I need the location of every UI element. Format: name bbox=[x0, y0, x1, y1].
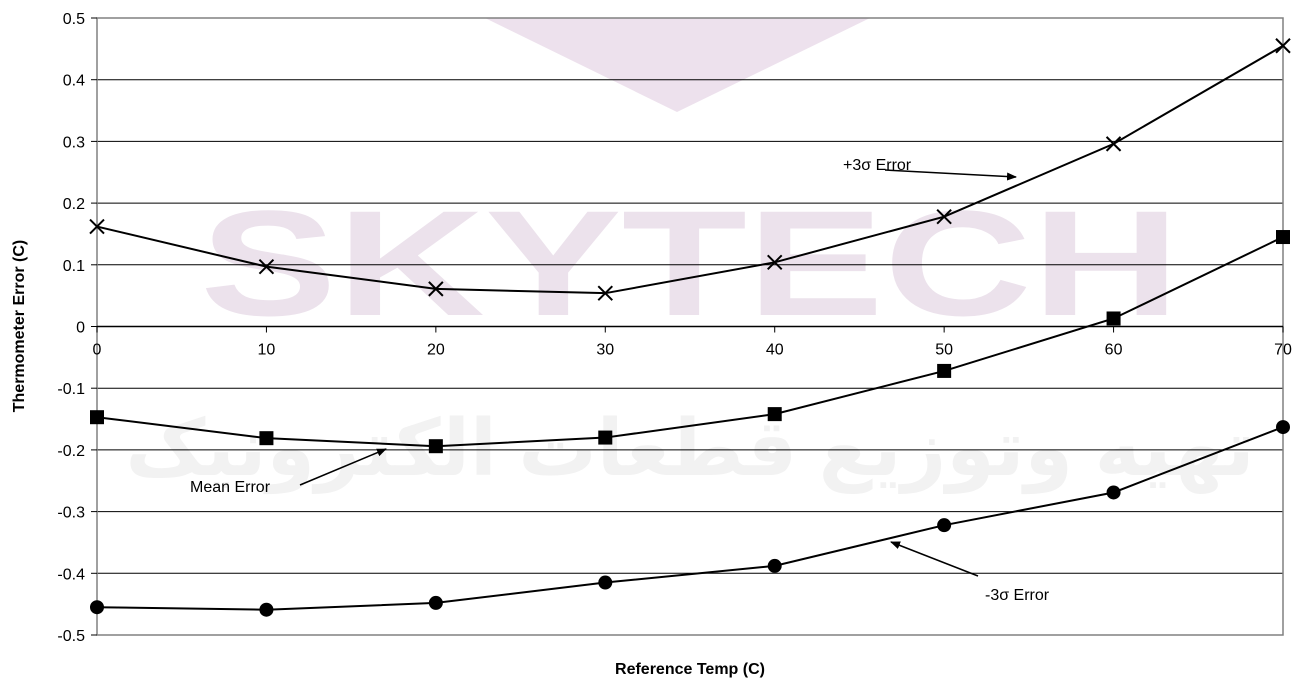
watermark-subtext: تهیه وتوزیع قطعات الکترونیک bbox=[125, 404, 1254, 494]
data-point bbox=[1275, 38, 1291, 54]
y-tick-label: 0.3 bbox=[63, 134, 85, 151]
data-point bbox=[1106, 311, 1121, 326]
data-point bbox=[1276, 230, 1290, 245]
series-plus-3-sigma bbox=[89, 38, 1291, 301]
x-tick-label: 0 bbox=[93, 342, 102, 359]
x-tick-label: 60 bbox=[1105, 342, 1123, 359]
x-tick-label: 70 bbox=[1274, 342, 1292, 359]
data-point bbox=[598, 430, 613, 445]
y-tick-label: -0.1 bbox=[57, 381, 85, 398]
data-point bbox=[259, 602, 274, 617]
watermark-logo-text: SKYTECH bbox=[200, 179, 1180, 347]
series-line bbox=[96, 236, 1284, 448]
y-tick-label: -0.2 bbox=[57, 443, 85, 460]
y-tick-label: -0.3 bbox=[57, 505, 85, 522]
annotation-plus-3-sigma-arrow bbox=[884, 169, 1017, 181]
x-axis-ticks: 0 10 20 30 40 50 60 70 bbox=[93, 326, 1292, 359]
y-tick-label: -0.4 bbox=[57, 566, 85, 583]
data-point bbox=[937, 518, 952, 533]
y-axis-ticks: 0.5 0.4 0.3 0.2 0.1 0 -0.1 -0.2 -0.3 -0.4 -0.5 bbox=[57, 11, 97, 645]
data-point bbox=[90, 410, 104, 425]
data-point bbox=[428, 595, 443, 610]
y-tick-label: 0.4 bbox=[63, 73, 85, 90]
data-point bbox=[598, 575, 613, 590]
watermark-chevron bbox=[485, 18, 870, 112]
data-point bbox=[1276, 420, 1290, 435]
x-axis-title: Reference Temp (C) bbox=[615, 661, 765, 678]
y-tick-label: 0.2 bbox=[63, 196, 85, 213]
data-point bbox=[937, 363, 952, 378]
y-axis-title: Thermometer Error (C) bbox=[11, 240, 28, 412]
data-point bbox=[90, 600, 104, 615]
x-tick-label: 10 bbox=[258, 342, 276, 359]
data-point bbox=[1105, 136, 1122, 152]
x-tick-label: 50 bbox=[935, 342, 953, 359]
data-point bbox=[597, 285, 613, 301]
data-point bbox=[258, 258, 275, 275]
annotation-mean-label: Mean Error bbox=[190, 479, 271, 496]
data-point bbox=[428, 439, 443, 454]
watermark: SKYTECH تهیه وتوزیع قطعات الکترونیک bbox=[125, 18, 1255, 494]
x-tick-label: 30 bbox=[596, 342, 614, 359]
annotation-mean: Mean Error bbox=[190, 448, 387, 496]
y-tick-label: 0.1 bbox=[63, 258, 85, 275]
x-tick-label: 40 bbox=[766, 342, 784, 359]
annotation-plus-3-sigma-label: +3σ Error bbox=[843, 157, 912, 174]
y-tick-label: 0 bbox=[76, 320, 85, 337]
data-point bbox=[259, 431, 274, 446]
annotation-plus-3-sigma: +3σ Error bbox=[843, 157, 1017, 181]
data-point bbox=[767, 407, 782, 422]
annotation-mean-arrow bbox=[299, 448, 387, 486]
y-tick-label: 0.5 bbox=[63, 11, 85, 28]
annotation-minus-3-sigma: -3σ Error bbox=[890, 541, 1050, 604]
series-mean bbox=[90, 230, 1290, 454]
annotation-minus-3-sigma-arrow bbox=[890, 541, 979, 577]
data-point bbox=[936, 208, 952, 225]
series-line bbox=[96, 426, 1284, 611]
data-point bbox=[767, 558, 782, 573]
data-point bbox=[767, 254, 783, 271]
series-line bbox=[96, 44, 1284, 295]
data-point bbox=[89, 218, 105, 235]
data-point bbox=[428, 281, 444, 297]
series-minus-3-sigma bbox=[90, 420, 1290, 617]
x-tick-label: 20 bbox=[427, 342, 445, 359]
series-group bbox=[89, 38, 1291, 617]
y-tick-label: -0.5 bbox=[57, 628, 85, 645]
annotation-minus-3-sigma-label: -3σ Error bbox=[985, 587, 1050, 604]
data-point bbox=[1106, 485, 1121, 500]
